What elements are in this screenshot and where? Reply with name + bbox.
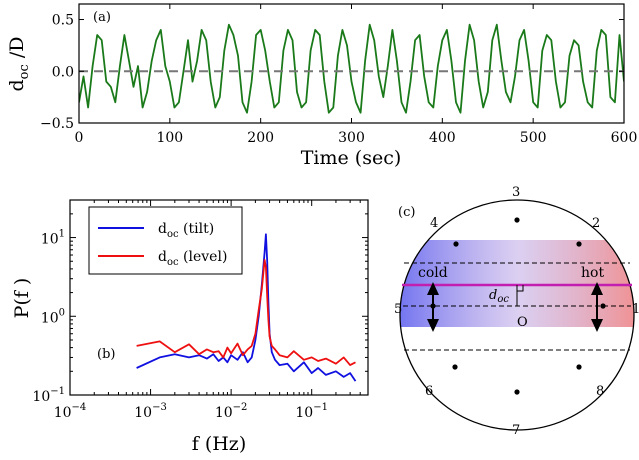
legend-box — [88, 206, 243, 275]
y-tick-label: 100 — [41, 307, 65, 326]
port-label-1: 1 — [632, 302, 639, 317]
probe-dot-1 — [600, 303, 606, 309]
y-tick-label: 10−1 — [32, 386, 65, 405]
x-tick-label: 500 — [520, 130, 547, 146]
panel-label-b: (b) — [97, 347, 115, 362]
power-spectrum-chart: 10−4 10−3 10−2 10−1 10−1 100 101 (b) f (Hz) P… — [11, 199, 369, 455]
probe-dot-6 — [452, 364, 458, 370]
panel-label-c: (c) — [398, 205, 415, 220]
series-line-level — [136, 259, 356, 366]
probe-dot-3 — [514, 217, 520, 223]
probe-dot-7 — [514, 389, 520, 395]
port-label-8: 8 — [596, 384, 604, 399]
time-series-chart: 0 100 200 300 400 500 600 −0.5 0.0 0.5 (a) Time … — [6, 3, 638, 169]
port-label-5: 5 — [394, 302, 402, 317]
x-tick-label: 10−3 — [134, 402, 167, 421]
x-tick-label: 600 — [611, 130, 638, 146]
port-label-2: 2 — [592, 216, 600, 231]
cell-outline — [399, 199, 635, 431]
cell-cross-section-diagram: (c) cold hot doc — [394, 185, 639, 438]
cold-side-double-arrow — [427, 282, 439, 332]
x-tick-label: 10−1 — [295, 402, 328, 421]
y-tick-label: 0.0 — [52, 64, 74, 80]
hot-side-double-arrow — [591, 282, 603, 332]
panel-label-a: (a) — [93, 10, 111, 25]
x-tick-label: 200 — [247, 130, 274, 146]
y-tick-label: 101 — [41, 229, 65, 248]
y-axis-label: doc /D — [6, 37, 32, 92]
port-label-6: 6 — [425, 384, 433, 399]
x-axis-label: Time (sec) — [301, 147, 402, 169]
x-tick-label: 300 — [338, 130, 365, 146]
right-angle-marker — [517, 285, 524, 292]
legend: doc (tilt) doc (level) — [88, 206, 243, 275]
port-label-7: 7 — [512, 423, 520, 438]
series-line-doc — [79, 23, 624, 114]
y-tick-label: 0.5 — [52, 13, 74, 29]
origin-label: O — [517, 315, 528, 330]
temperature-gradient-band — [400, 240, 634, 327]
y-tick-label: −0.5 — [40, 116, 74, 132]
plot-frame — [78, 3, 625, 124]
probe-dot-8 — [576, 364, 582, 370]
legend-label-level: doc (level) — [158, 249, 227, 268]
y-axis-label: P(f ) — [11, 278, 33, 319]
x-axis-label: f (Hz) — [192, 433, 246, 455]
x-tick-label: 0 — [75, 130, 84, 146]
x-tick-label: 10−4 — [54, 402, 87, 421]
doc-label: doc — [489, 288, 509, 305]
x-tick-label: 100 — [156, 130, 183, 146]
hot-label: hot — [581, 265, 604, 281]
cold-label: cold — [418, 265, 448, 281]
probe-dot-4 — [453, 241, 459, 247]
port-label-3: 3 — [512, 185, 520, 200]
probe-dot-2 — [576, 241, 582, 247]
x-tick-label: 400 — [429, 130, 456, 146]
x-tick-label: 10−2 — [215, 402, 248, 421]
port-label-4: 4 — [430, 216, 438, 231]
legend-label-tilt: doc (tilt) — [158, 221, 214, 240]
